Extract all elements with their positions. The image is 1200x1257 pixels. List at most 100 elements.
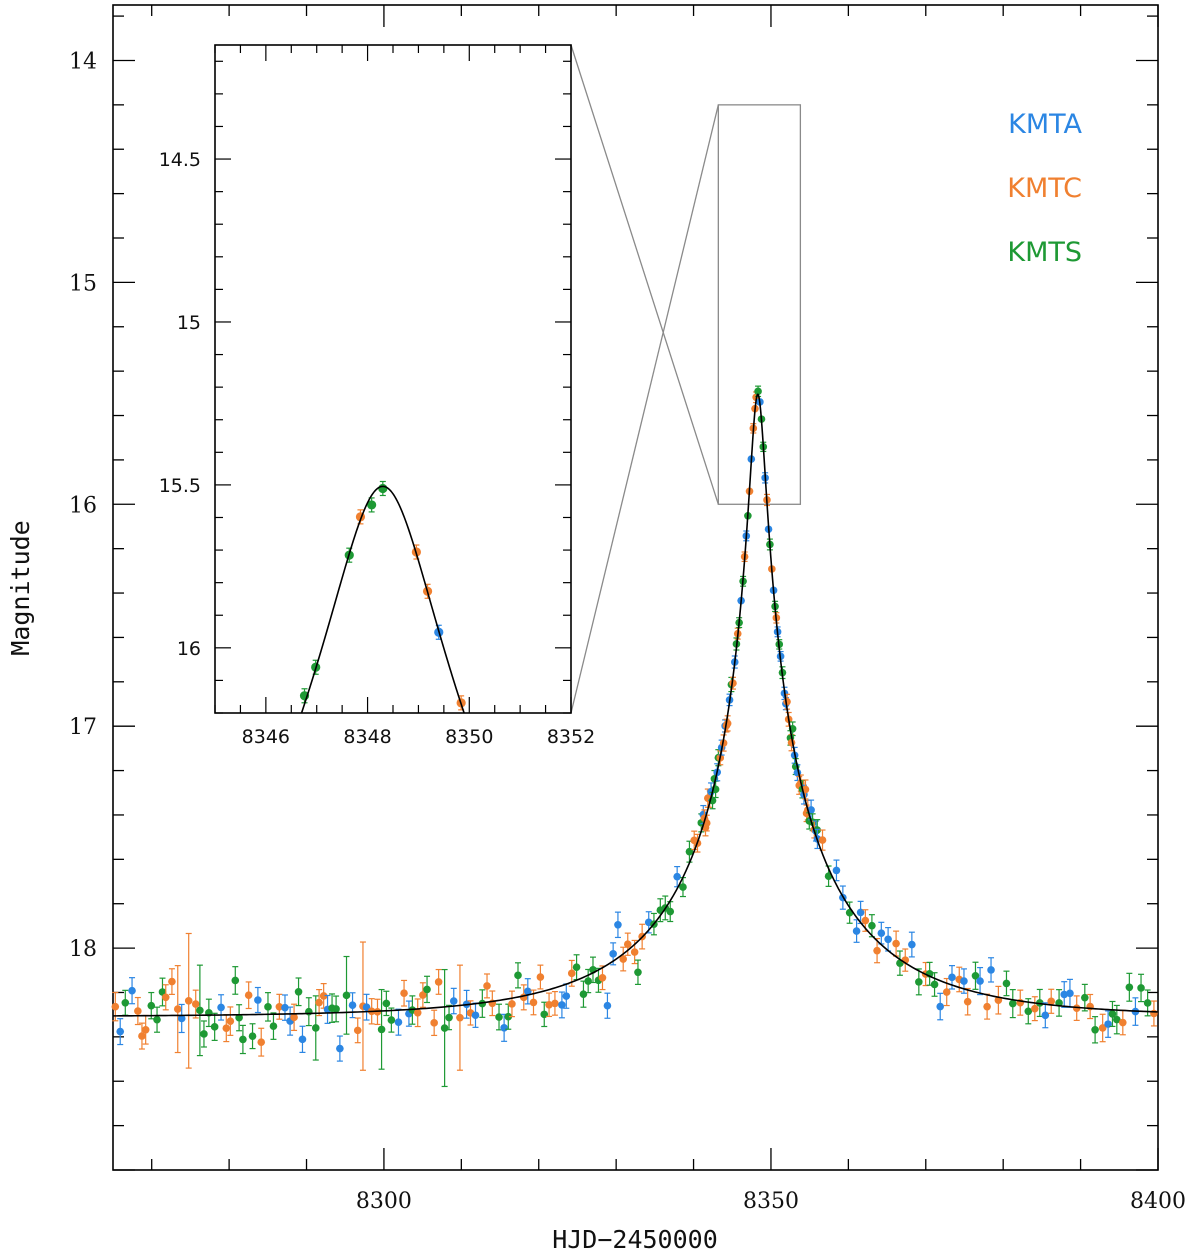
data-point-kmtc xyxy=(353,1017,362,1044)
inset-point-kmts xyxy=(266,787,275,801)
point-marker xyxy=(400,989,408,998)
y-tick-label: 18 xyxy=(69,937,97,962)
point-marker xyxy=(191,1000,200,1008)
point-marker xyxy=(1024,1007,1033,1016)
point-marker xyxy=(434,978,443,986)
point-marker xyxy=(868,921,876,930)
point-marker xyxy=(1150,1009,1158,1018)
data-point-kmtc xyxy=(244,981,253,1010)
data-point-kmts xyxy=(269,1012,278,1040)
data-point-kmtc xyxy=(226,1006,235,1036)
data-point-kmta xyxy=(362,993,371,1021)
inset-x-tick-label: 8350 xyxy=(445,726,493,748)
legend-kmtc: KMTC xyxy=(1007,173,1082,204)
point-marker xyxy=(348,1001,357,1009)
point-marker xyxy=(311,1024,320,1032)
data-point-kmtc xyxy=(430,1009,438,1037)
data-point-kmtc xyxy=(598,965,607,991)
inset-y-tick-label: 15 xyxy=(177,312,201,334)
point-marker xyxy=(423,985,431,994)
data-point-kmta xyxy=(614,911,622,939)
point-marker xyxy=(562,992,571,1000)
data-point-kmta xyxy=(936,992,945,1021)
point-marker xyxy=(196,1006,204,1015)
data-point-kmta xyxy=(471,1002,480,1028)
point-marker xyxy=(456,1013,464,1022)
data-point-kmtc xyxy=(168,968,176,995)
point-marker xyxy=(603,1001,612,1010)
data-point-kmtc xyxy=(536,964,545,990)
data-point-kmta xyxy=(987,957,995,983)
data-point-kmta xyxy=(217,994,225,1021)
data-point-kmtc xyxy=(1031,996,1039,1022)
data-point-kmts xyxy=(377,988,386,1070)
data-point-kmta xyxy=(852,919,861,943)
point-marker xyxy=(971,971,980,980)
point-marker xyxy=(536,973,545,981)
data-point-kmts xyxy=(1113,1004,1121,1035)
point-marker xyxy=(336,1044,344,1053)
data-point-kmta xyxy=(832,859,841,882)
point-marker xyxy=(679,883,687,891)
data-point-kmtc xyxy=(413,998,422,1028)
main-plot-frame xyxy=(112,4,1159,1171)
data-point-kmtc xyxy=(623,932,632,956)
point-marker xyxy=(367,500,377,510)
data-point-kmtc xyxy=(191,989,200,1019)
point-marker xyxy=(936,1002,945,1011)
point-marker xyxy=(1113,1015,1121,1024)
data-point-kmts xyxy=(1125,972,1134,1002)
data-point-kmts xyxy=(264,992,272,1022)
point-marker xyxy=(1002,979,1011,988)
data-point-kmta xyxy=(177,1003,186,1034)
data-point-kmts xyxy=(147,991,156,1020)
point-marker xyxy=(134,1007,142,1015)
legend-kmts: KMTS xyxy=(1007,237,1082,268)
point-marker xyxy=(832,866,841,875)
point-marker xyxy=(362,1003,371,1011)
data-point-kmtc xyxy=(161,984,170,1011)
point-marker xyxy=(210,901,219,910)
data-point-kmta xyxy=(336,1035,344,1062)
point-marker xyxy=(315,998,323,1007)
data-point-kmtc xyxy=(483,973,491,999)
data-point-kmts xyxy=(332,995,340,1023)
data-point-kmta xyxy=(1060,981,1069,1008)
data-point-kmtc xyxy=(1016,989,1025,1016)
point-marker xyxy=(512,842,521,851)
axis-titles: HJD−2450000 Magnitude xyxy=(6,520,718,1254)
point-marker xyxy=(483,982,491,990)
point-marker xyxy=(226,1017,235,1025)
inset-point-kmts xyxy=(233,858,242,872)
y-tick-label: 14 xyxy=(69,49,97,74)
data-point-kmta xyxy=(1041,1002,1050,1029)
inset-point-kmts xyxy=(210,899,219,913)
data-point-kmtc xyxy=(545,992,553,1018)
data-point-kmtc xyxy=(619,946,628,972)
point-marker xyxy=(147,1001,156,1010)
inset-point-kmts xyxy=(255,814,264,828)
data-point-kmtc xyxy=(630,939,639,965)
data-point-kmtc xyxy=(275,993,284,1020)
point-marker xyxy=(634,968,642,977)
y-tick-label: 16 xyxy=(69,493,97,518)
data-point-kmts xyxy=(1108,1000,1117,1028)
point-marker xyxy=(524,866,533,875)
data-point-kmts xyxy=(158,977,167,1007)
data-point-kmtc xyxy=(818,829,827,851)
point-marker xyxy=(173,1005,182,1013)
point-marker xyxy=(298,1035,307,1044)
point-marker xyxy=(729,679,737,687)
inset-y-tick-label: 16 xyxy=(177,638,201,660)
data-point-kmtc xyxy=(873,937,881,964)
data-point-kmts xyxy=(294,977,303,1007)
data-point-kmta xyxy=(976,966,984,996)
point-marker xyxy=(184,996,193,1005)
data-point-kmtc xyxy=(290,1003,298,1032)
point-marker xyxy=(141,1025,150,1034)
point-marker xyxy=(942,988,951,996)
point-marker xyxy=(1047,997,1056,1006)
point-marker xyxy=(535,887,544,896)
model-curve xyxy=(112,393,1158,1017)
